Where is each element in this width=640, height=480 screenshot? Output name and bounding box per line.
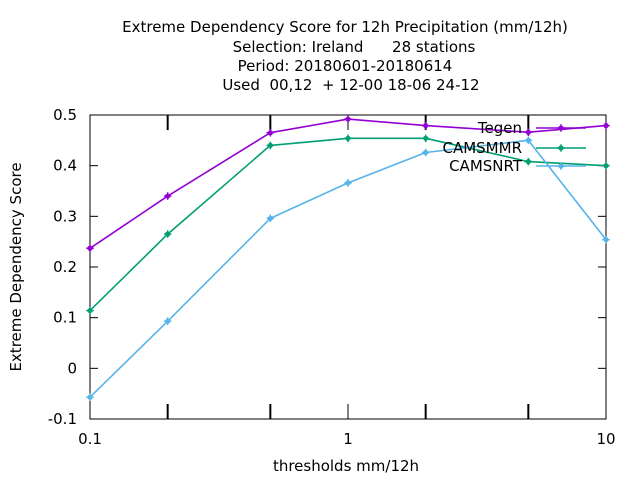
legend-marker-camsmmr	[557, 144, 565, 152]
data-point-tegen	[524, 128, 533, 137]
data-point-camsnrt	[602, 235, 610, 244]
data-point-camsmmr	[86, 306, 94, 315]
title-line-2: Selection: Ireland 28 stations	[233, 38, 476, 56]
y-tick-label: 0.5	[53, 106, 77, 124]
data-point-camsnrt	[344, 179, 352, 187]
data-point-camsmmr	[524, 157, 533, 166]
legend-label-camsnrt: CAMSNRT	[449, 157, 523, 175]
legend-label-tegen: Tegen	[477, 119, 522, 137]
data-point-camsmmr	[266, 141, 275, 150]
y-tick-label: 0.4	[53, 157, 77, 175]
x-tick-label: 0.1	[78, 430, 102, 448]
x-axis-label: thresholds mm/12h	[273, 457, 419, 475]
data-point-camsnrt	[421, 148, 430, 157]
data-point-camsnrt	[163, 317, 172, 326]
data-point-camsmmr	[163, 230, 172, 238]
data-point-tegen	[344, 115, 352, 123]
y-axis-label: Extreme Dependency Score	[7, 162, 25, 371]
axis-tick-labels: -0.1 0 0.1 0.2 0.3 0.4 0.5 0.1 1 10	[48, 106, 616, 448]
data-point-tegen	[86, 244, 94, 253]
data-point-tegen	[421, 121, 430, 130]
title-line-3: Period: 20180601-20180614	[238, 57, 453, 75]
data-point-tegen	[163, 192, 172, 200]
data-point-camsmmr	[602, 161, 610, 170]
chart-title: Extreme Dependency Score for 12h Precipi…	[122, 18, 568, 94]
series-points	[86, 115, 610, 402]
y-tick-label: 0.2	[53, 258, 77, 276]
y-tick-label: 0.3	[53, 207, 77, 225]
series-line-camsnrt	[89, 139, 607, 398]
title-line-4: Used 00,12 + 12-00 18-06 24-12	[222, 76, 479, 94]
y-tick-label: 0	[67, 359, 77, 377]
legend-marker-camsnrt	[557, 162, 565, 170]
legend-label-camsmmr: CAMSMMR	[442, 139, 522, 157]
data-point-camsnrt	[266, 214, 275, 223]
legend-marker-tegen	[557, 124, 565, 132]
data-point-camsnrt	[524, 136, 533, 145]
x-tick-label: 10	[596, 430, 615, 448]
title-line-1: Extreme Dependency Score for 12h Precipi…	[122, 18, 568, 36]
data-point-tegen	[266, 128, 275, 137]
data-point-tegen	[602, 121, 610, 130]
y-tick-label: 0.1	[53, 309, 77, 327]
data-point-camsnrt	[86, 393, 94, 402]
data-point-camsmmr	[421, 134, 430, 143]
y-tick-label: -0.1	[48, 410, 77, 428]
data-point-camsmmr	[344, 134, 352, 143]
x-tick-label: 1	[343, 430, 353, 448]
